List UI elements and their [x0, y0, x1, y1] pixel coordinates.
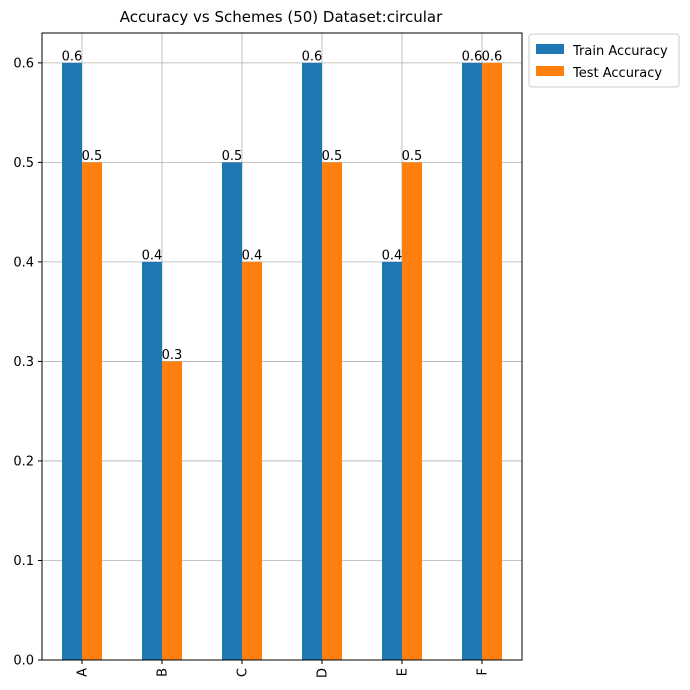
data-label: 0.6 — [302, 49, 323, 64]
legend: Train Accuracy Test Accuracy — [528, 33, 680, 88]
y-tick-label: 0.1 — [13, 554, 34, 569]
data-label: 0.6 — [482, 49, 503, 64]
bar-train-accuracy — [222, 162, 242, 660]
bar-train-accuracy — [142, 261, 162, 660]
data-label: 0.5 — [322, 149, 343, 164]
chart-title: Accuracy vs Schemes (50) Dataset:circula… — [120, 8, 443, 26]
bar-test-accuracy — [242, 261, 262, 660]
y-tick-label: 0.4 — [13, 255, 34, 270]
bar-test-accuracy — [402, 162, 422, 660]
bar-train-accuracy — [62, 62, 82, 661]
plot-frame — [41, 32, 523, 661]
x-axis: A B C D E F — [76, 660, 491, 678]
y-tick-label: 0.6 — [13, 56, 34, 71]
x-tick-label: A — [76, 668, 91, 677]
data-label: 0.4 — [242, 248, 263, 263]
bar-test-accuracy — [482, 62, 502, 661]
x-tick-label: B — [156, 668, 171, 677]
y-tick-label: 0.3 — [13, 355, 34, 370]
legend-swatch-test — [536, 66, 564, 76]
legend-swatch-train — [536, 44, 564, 54]
data-label: 0.3 — [162, 348, 183, 363]
bar-train-accuracy — [382, 261, 402, 660]
legend-label-train: Train Accuracy — [572, 44, 668, 59]
data-label: 0.5 — [402, 149, 423, 164]
legend-label-test: Test Accuracy — [572, 66, 662, 81]
y-axis: 0.0 0.1 0.2 0.3 0.4 0.5 0.6 — [13, 56, 42, 669]
x-tick-label: E — [396, 668, 411, 676]
y-tick-label: 0.0 — [13, 654, 34, 669]
y-tick-label: 0.2 — [13, 454, 34, 469]
grid-lines — [42, 33, 522, 661]
data-label: 0.5 — [222, 149, 243, 164]
bar-test-accuracy — [82, 162, 102, 660]
bars — [62, 62, 502, 661]
bar-test-accuracy — [322, 162, 342, 660]
bar-test-accuracy — [162, 361, 182, 660]
data-label: 0.4 — [382, 248, 403, 263]
y-tick-label: 0.5 — [13, 156, 34, 171]
bar-train-accuracy — [462, 62, 482, 661]
x-tick-label: D — [316, 668, 331, 678]
data-label: 0.5 — [82, 149, 103, 164]
x-tick-label: C — [236, 668, 251, 677]
x-tick-label: F — [476, 668, 491, 675]
data-label: 0.4 — [142, 248, 163, 263]
bar-train-accuracy — [302, 62, 322, 661]
data-label: 0.6 — [62, 49, 83, 64]
legend-box — [528, 33, 680, 88]
data-labels: 0.60.50.40.30.50.40.60.50.40.50.6 0.6 — [62, 49, 503, 363]
data-label: 0.6 — [462, 49, 483, 64]
